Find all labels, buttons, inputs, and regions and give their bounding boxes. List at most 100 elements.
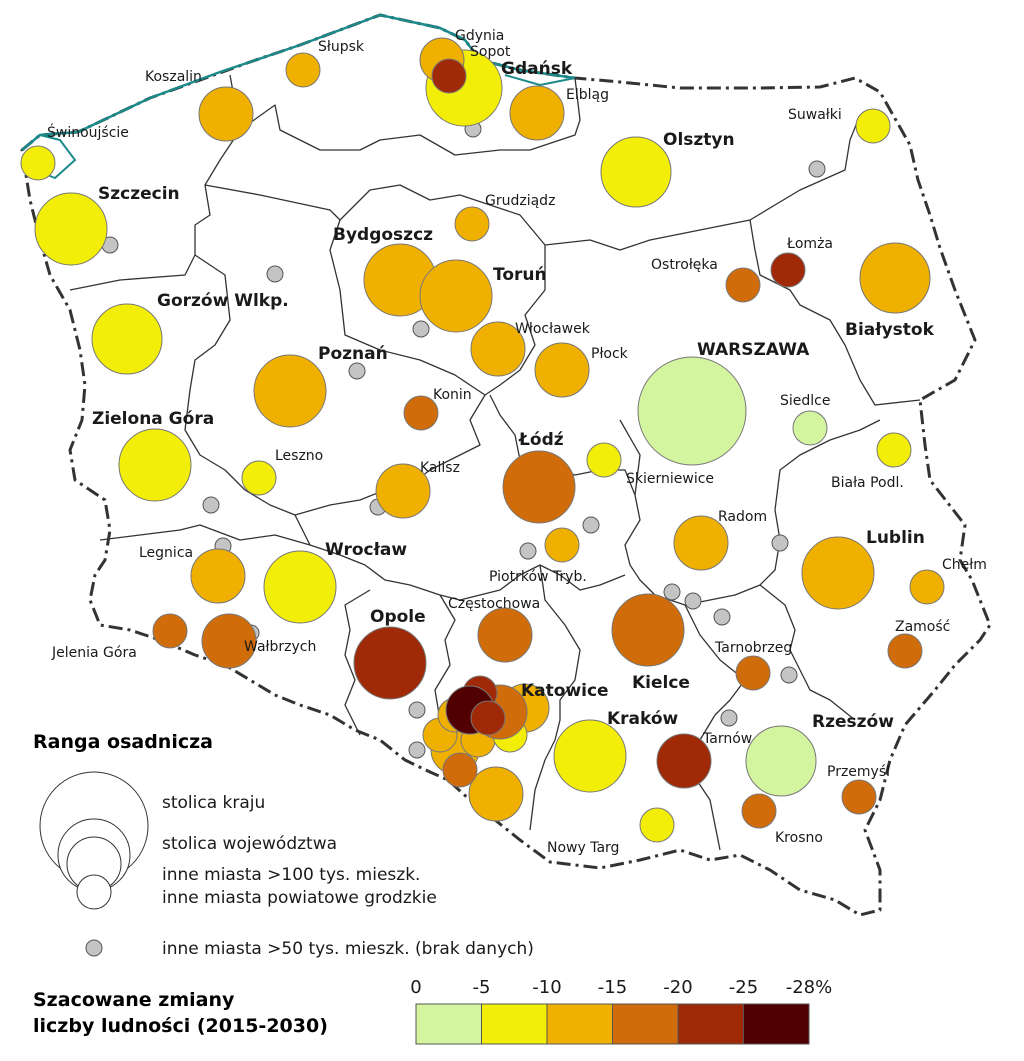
cluster-city-circle <box>442 752 478 788</box>
rank-item-large-city: inne miasta >100 tys. mieszk. <box>162 865 420 885</box>
city-circle-przemysl <box>841 779 877 815</box>
label-kielce: Kielce <box>632 673 690 693</box>
no-data-cities <box>101 120 826 759</box>
label-grudziadz: Grudziądz <box>485 193 555 209</box>
rank-legend-title: Ranga osadnicza <box>33 731 213 753</box>
city-circle-nowy-targ <box>639 807 675 843</box>
cluster-city-circle <box>470 700 506 736</box>
city-circle-krakow <box>553 719 627 793</box>
label-katowice: Katowice <box>521 681 609 701</box>
city-circle-skierniewice <box>586 442 622 478</box>
city-circle-tarnow <box>656 733 712 789</box>
legend-circle-no-data <box>85 939 103 957</box>
scale-ticks: 0 -5 -10 -15 -20 -25 -28% <box>410 977 832 998</box>
label-lodz: Łódź <box>518 430 564 450</box>
scale-title-line2: liczby ludności (2015-2030) <box>33 1015 328 1037</box>
label-torun: Toruń <box>493 265 547 285</box>
label-suwalki: Suwałki <box>788 107 842 123</box>
city-circle-gorzow <box>91 303 163 375</box>
no-data-item: inne miasta >50 tys. mieszk. (brak danyc… <box>162 939 534 959</box>
label-gdynia: Gdynia <box>455 28 504 44</box>
scale-tick-label: -10 <box>532 977 561 998</box>
label-biala-podlaska: Biała Podl. <box>831 475 904 491</box>
city-circle-piotrkow <box>544 527 580 563</box>
no-data-city-marker <box>713 608 731 626</box>
label-lublin: Lublin <box>866 528 925 548</box>
city-circle-czestochowa <box>477 607 533 663</box>
scale-swatch <box>612 1003 679 1045</box>
no-data-city-marker <box>771 534 789 552</box>
label-wloclawek: Włocławek <box>515 321 591 337</box>
city-circle-poznan <box>253 354 327 428</box>
no-data-city-marker <box>663 583 681 601</box>
city-circle-elblag <box>509 85 565 141</box>
city-circle-konin <box>403 395 439 431</box>
label-skierniewice: Skierniewice <box>626 471 714 487</box>
scale-tick-label: -25 <box>729 977 758 998</box>
no-data-city-marker <box>808 160 826 178</box>
rank-item-capital: stolica kraju <box>162 793 265 813</box>
city-circle-kalisz <box>375 463 431 519</box>
no-data-city-marker <box>266 265 284 283</box>
label-warszawa: WARSZAWA <box>697 340 810 360</box>
no-data-city-marker <box>348 362 366 380</box>
scale-tick-label: 0 <box>410 977 421 998</box>
city-circle-koszalin <box>198 86 254 142</box>
label-gdansk: Gdańsk <box>501 59 573 79</box>
city-circle-lodz <box>502 450 576 524</box>
label-slupsk: Słupsk <box>318 39 365 55</box>
label-gorzow: Gorzów Wlkp. <box>157 291 289 311</box>
scale-swatches <box>415 1003 810 1045</box>
city-circle-zamosc <box>887 633 923 669</box>
city-circle-sopot <box>431 58 467 94</box>
label-tarnobrzeg: Tarnobrzeg <box>714 640 792 656</box>
label-szczecin: Szczecin <box>98 184 180 204</box>
city-labels: Gdynia Sopot Gdańsk Słupsk Koszalin Elbl… <box>47 28 987 856</box>
city-circle-wroclaw <box>263 550 337 624</box>
city-circle-radom <box>673 515 729 571</box>
legend-circle-county-city <box>76 874 112 910</box>
label-nowy-targ: Nowy Targ <box>547 840 619 856</box>
scale-title-line1: Szacowane zmiany <box>33 989 235 1011</box>
label-rzeszow: Rzeszów <box>812 712 894 732</box>
label-walbrzych: Wałbrzych <box>244 639 316 655</box>
city-circle-siedlce <box>792 410 828 446</box>
city-circle-lublin <box>801 536 875 610</box>
scale-tick-label: -20 <box>663 977 692 998</box>
no-data-city-marker <box>519 542 537 560</box>
label-bydgoszcz: Bydgoszcz <box>333 225 433 245</box>
label-olsztyn: Olsztyn <box>663 130 735 150</box>
no-data-city-marker <box>412 320 430 338</box>
label-koszalin: Koszalin <box>145 69 202 85</box>
scale-tick-label: -28% <box>786 977 833 998</box>
label-tarnow: Tarnów <box>702 731 752 747</box>
city-circle-zielona-gora <box>118 428 192 502</box>
label-elblag: Elbląg <box>566 87 609 103</box>
voivodeship-borders <box>69 74 921 851</box>
label-jelenia-gora: Jelenia Góra <box>51 645 137 661</box>
city-circle-lomza <box>770 252 806 288</box>
no-data-city-marker <box>780 666 798 684</box>
rank-item-voivodeship: stolica województwa <box>162 834 337 854</box>
label-lomza: Łomża <box>786 236 833 252</box>
city-circle-rzeszow <box>745 725 817 797</box>
label-leszno: Leszno <box>275 448 323 464</box>
label-kalisz: Kalisz <box>420 460 460 476</box>
no-data-city-marker <box>684 592 702 610</box>
city-circle-kielce <box>611 593 685 667</box>
city-markers <box>20 37 945 843</box>
label-bialystok: Białystok <box>845 320 935 340</box>
city-circle-grudziadz <box>454 206 490 242</box>
label-piotrkow: Piotrków Tryb. <box>489 569 587 585</box>
label-przemysl: Przemyśl <box>827 764 890 780</box>
scale-swatch <box>415 1003 482 1045</box>
city-circle-ostroleka <box>725 267 761 303</box>
scale-swatch <box>546 1003 613 1045</box>
scale-swatch <box>743 1003 810 1045</box>
city-circle-jelenia-gora <box>152 613 188 649</box>
no-data-city-marker <box>582 516 600 534</box>
label-siedlce: Siedlce <box>780 393 830 409</box>
no-data-city-marker <box>202 496 220 514</box>
city-circle-opole <box>353 626 427 700</box>
label-chelm: Chełm <box>942 557 987 573</box>
